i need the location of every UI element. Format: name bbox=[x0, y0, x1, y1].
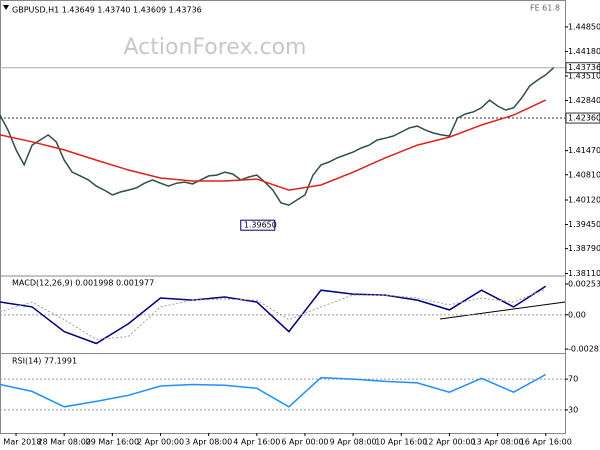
x-tick-label: 10 Apr 16:00 bbox=[375, 438, 427, 447]
y-tick-label: 1.38790 bbox=[568, 244, 600, 253]
price-level-label: 1.43736 bbox=[568, 63, 600, 72]
series-line bbox=[0, 373, 547, 408]
y-tick-label: 1.43510 bbox=[568, 71, 600, 80]
series-line bbox=[0, 285, 547, 345]
series-line bbox=[0, 99, 547, 191]
x-tick-label: 28 Mar 08:00 bbox=[37, 438, 90, 447]
y-tick-label: 1.44180 bbox=[568, 47, 600, 56]
x-tick-label: 12 Apr 00:00 bbox=[423, 438, 475, 447]
annotation-box bbox=[240, 219, 276, 231]
panel-icon bbox=[3, 5, 9, 10]
y-tick-label: 1.39450 bbox=[568, 220, 600, 229]
y-tick-label: -0.00281 bbox=[568, 345, 600, 354]
x-tick-label: 3 Apr 08:00 bbox=[185, 438, 232, 447]
price-level-box bbox=[565, 62, 600, 74]
indicator-label: FE 61.8 bbox=[530, 4, 560, 13]
y-tick-label: 70 bbox=[568, 375, 578, 384]
y-tick-label: 1.38110 bbox=[568, 269, 600, 278]
y-tick-label: 0.00253 bbox=[568, 279, 600, 288]
y-tick-label: 1.40810 bbox=[568, 170, 600, 179]
series-line bbox=[0, 67, 555, 206]
x-tick-label: 2 Apr 00:00 bbox=[137, 438, 184, 447]
frame bbox=[0, 0, 566, 434]
y-tick-label: 0.00 bbox=[568, 310, 586, 319]
y-tick-label: 1.42840 bbox=[568, 96, 600, 105]
y-tick-label: 1.44850 bbox=[568, 22, 600, 31]
x-tick-label: 16 Apr 16:00 bbox=[520, 438, 572, 447]
watermark: ActionForex.com bbox=[124, 35, 307, 60]
panel-title: GBPUSD,H1 1.43649 1.43740 1.43609 1.4373… bbox=[12, 6, 202, 15]
x-tick-label: 29 Mar 16:00 bbox=[86, 438, 139, 447]
trend-line bbox=[439, 301, 566, 320]
series-line bbox=[0, 288, 546, 340]
price-level-box bbox=[565, 112, 600, 124]
y-tick-label: 30 bbox=[568, 405, 578, 414]
panel-title: RSI(14) 77.1991 bbox=[12, 357, 77, 366]
x-tick-label: 13 Apr 08:00 bbox=[471, 438, 523, 447]
y-tick-label: 1.40120 bbox=[568, 196, 600, 205]
panel-title: MACD(12,26,9) 0.001998 0.001977 bbox=[12, 279, 154, 288]
annotation-label: 1.39650 bbox=[244, 221, 277, 230]
x-tick-label: 27 Mar 2018 bbox=[0, 438, 41, 447]
y-tick-label: 1.41470 bbox=[568, 146, 600, 155]
x-tick-label: 6 Apr 00:00 bbox=[281, 438, 328, 447]
price-level-label: 1.42360 bbox=[568, 114, 600, 123]
x-tick-label: 9 Apr 08:00 bbox=[330, 438, 377, 447]
x-tick-label: 4 Apr 16:00 bbox=[233, 438, 280, 447]
